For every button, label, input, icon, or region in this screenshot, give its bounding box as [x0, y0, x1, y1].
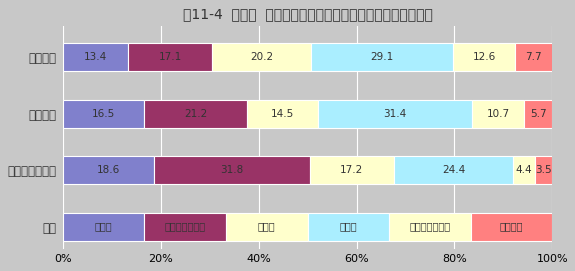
Bar	[212, 43, 311, 72]
Bar	[319, 100, 472, 128]
Bar	[309, 156, 394, 184]
Text: 14.5: 14.5	[271, 109, 294, 119]
Text: 新居浜・西条圏: 新居浜・西条圏	[164, 222, 206, 232]
Text: 3.5: 3.5	[535, 165, 551, 175]
Text: 18.6: 18.6	[97, 165, 120, 175]
Text: 17.1: 17.1	[159, 52, 182, 62]
Text: 13.4: 13.4	[84, 52, 108, 62]
Text: 10.7: 10.7	[486, 109, 509, 119]
Text: 16.5: 16.5	[91, 109, 115, 119]
Text: 宇和島圏: 宇和島圏	[500, 222, 523, 232]
Text: 17.2: 17.2	[340, 165, 363, 175]
Text: 31.4: 31.4	[384, 109, 407, 119]
Bar	[394, 156, 513, 184]
Bar	[311, 43, 454, 72]
Bar	[144, 100, 247, 128]
Bar	[389, 212, 471, 241]
Text: 31.8: 31.8	[220, 165, 243, 175]
Text: 24.4: 24.4	[442, 165, 465, 175]
Bar	[128, 43, 212, 72]
Bar	[226, 212, 308, 241]
Text: 7.7: 7.7	[526, 52, 542, 62]
Text: 12.6: 12.6	[473, 52, 496, 62]
Bar	[63, 212, 144, 241]
Bar	[63, 156, 154, 184]
Text: 21.2: 21.2	[184, 109, 207, 119]
Bar	[471, 212, 552, 241]
Text: 20.2: 20.2	[250, 52, 273, 62]
Text: 八幡浜・大洲圏: 八幡浜・大洲圏	[409, 222, 450, 232]
Bar	[524, 100, 552, 128]
Text: 宇摩圏: 宇摩圏	[95, 222, 113, 232]
Text: 今治圏: 今治圏	[258, 222, 275, 232]
Bar	[472, 100, 524, 128]
Bar	[247, 100, 319, 128]
Bar	[154, 156, 309, 184]
Text: 松山圏: 松山圏	[339, 222, 357, 232]
Bar	[535, 156, 552, 184]
Text: 5.7: 5.7	[530, 109, 547, 119]
Bar	[63, 43, 128, 72]
Bar	[308, 212, 389, 241]
Bar	[515, 43, 553, 72]
Bar	[63, 100, 144, 128]
Text: 4.4: 4.4	[516, 165, 532, 175]
Title: 図11-4  圏域別  事業所数、従業者数、製造品出荷額等構成比: 図11-4 圏域別 事業所数、従業者数、製造品出荷額等構成比	[183, 7, 432, 21]
Bar	[454, 43, 515, 72]
Text: 29.1: 29.1	[370, 52, 394, 62]
Bar	[513, 156, 535, 184]
Bar	[144, 212, 226, 241]
